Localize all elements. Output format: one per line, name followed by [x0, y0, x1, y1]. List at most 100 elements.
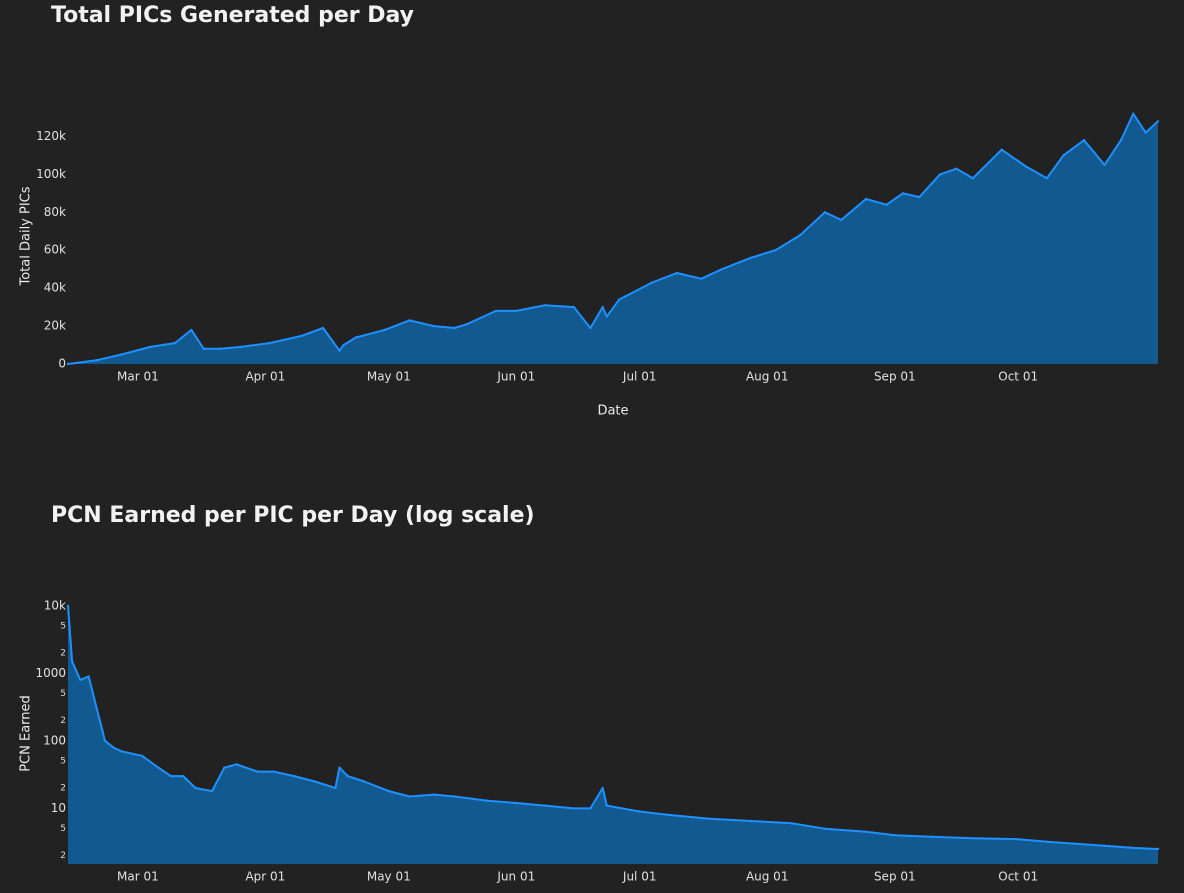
data-point [87, 675, 90, 678]
data-point [334, 786, 337, 790]
x-tick-label: May 01 [367, 370, 411, 384]
data-point [605, 315, 608, 318]
data-point [363, 780, 366, 783]
data-point [1000, 148, 1003, 151]
data-point [864, 197, 868, 201]
data-point [749, 819, 752, 823]
y-axis-title: Total Daily PICs [19, 186, 34, 286]
x-tick-label: Jun 01 [496, 870, 535, 884]
x-tick-label: Sep 01 [874, 870, 916, 884]
data-point [971, 177, 975, 180]
data-point [1144, 131, 1147, 134]
data-point [589, 326, 592, 330]
x-tick-label: Jun 01 [496, 370, 535, 384]
data-point [313, 780, 316, 783]
y-minor-tick-label: 2 [60, 851, 66, 861]
x-tick-label: Sep 01 [874, 370, 916, 384]
data-point [112, 746, 115, 749]
data-point [893, 834, 896, 837]
x-tick-label: Mar 01 [117, 370, 159, 384]
data-point [432, 793, 436, 796]
data-point [572, 807, 576, 810]
data-point [1025, 165, 1028, 168]
data-point [95, 359, 99, 362]
y-tick-label: 20k [44, 319, 66, 333]
data-point [149, 345, 152, 349]
data-point [235, 763, 238, 766]
data-point [515, 801, 518, 805]
data-point [543, 304, 547, 307]
data-point [342, 343, 345, 347]
x-tick-label: Jul 01 [622, 870, 657, 884]
data-point [749, 256, 752, 259]
data-point [494, 309, 497, 313]
y-minor-tick-label: 5 [60, 757, 66, 767]
y-tick-label: 10k [44, 598, 66, 612]
chart-title-pics: Total PICs Generated per Day [51, 3, 415, 28]
data-point [618, 298, 621, 301]
data-point [268, 341, 271, 345]
x-tick-label: Aug 01 [746, 370, 789, 384]
data-point [383, 328, 386, 332]
data-point [543, 804, 547, 807]
y-minor-tick-label: 2 [60, 716, 66, 726]
data-point [79, 678, 82, 682]
data-point [169, 774, 172, 778]
data-point [1045, 177, 1049, 180]
data-point [790, 822, 794, 825]
data-point [453, 795, 456, 798]
data-point [1082, 139, 1086, 142]
data-point [823, 211, 826, 214]
data-point [272, 770, 275, 773]
data-point [720, 268, 724, 271]
data-point [301, 334, 304, 337]
data-point [700, 277, 703, 280]
data-point [1045, 840, 1049, 843]
data-point [1074, 842, 1077, 845]
data-point [321, 326, 325, 330]
data-point [650, 281, 654, 284]
x-axis-title: Date [597, 404, 628, 419]
data-point [408, 319, 411, 322]
data-point [120, 353, 123, 356]
data-point [465, 323, 469, 326]
data-point [140, 754, 144, 757]
data-point [173, 341, 177, 345]
data-point [354, 336, 358, 339]
area-fill-0 [68, 113, 1158, 364]
data-point [66, 604, 70, 607]
data-point [955, 167, 958, 170]
x-tick-label: Oct 01 [998, 370, 1038, 384]
data-point [938, 173, 942, 176]
data-point [202, 347, 205, 350]
data-point [387, 789, 390, 793]
data-point [675, 271, 678, 275]
data-point [1062, 154, 1065, 157]
data-point [346, 774, 349, 778]
data-point [432, 324, 436, 328]
chart-title-pcn: PCN Earned per PIC per Day (log scale) [51, 503, 535, 528]
data-point [190, 328, 193, 332]
data-point [930, 835, 933, 838]
data-point [667, 813, 670, 817]
data-point [885, 203, 888, 206]
series-line-0 [67, 112, 1159, 365]
x-tick-label: Mar 01 [117, 870, 159, 884]
data-point [601, 305, 604, 309]
data-point [1017, 838, 1020, 841]
y-tick-label: 100 [43, 733, 66, 747]
y-minor-tick-label: 5 [60, 622, 66, 632]
x-tick-label: Oct 01 [998, 870, 1038, 884]
data-point [293, 774, 296, 778]
y-tick-label: 80k [44, 205, 66, 219]
data-point [1132, 846, 1135, 850]
data-point [572, 305, 576, 309]
y-tick-label: 40k [44, 281, 66, 295]
y-minor-tick-label: 2 [60, 649, 66, 659]
data-point [1156, 847, 1160, 851]
data-point [1103, 844, 1106, 847]
data-point [157, 766, 160, 769]
y-tick-label: 60k [44, 243, 66, 257]
x-tick-label: Apr 01 [245, 870, 285, 884]
